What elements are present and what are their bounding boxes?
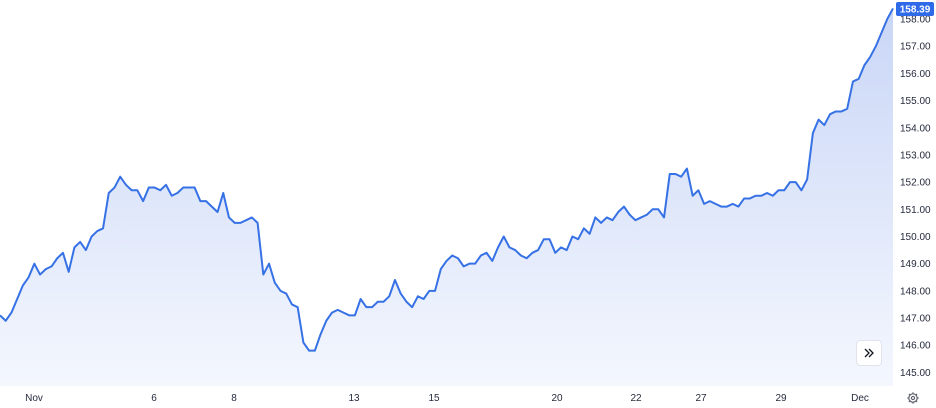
last-price-label: 158.39 <box>900 5 931 16</box>
x-tick-label: 27 <box>695 393 707 404</box>
x-tick-label: Dec <box>851 393 869 404</box>
x-tick-label: Nov <box>25 393 43 404</box>
x-axis: Nov 6 8 13 15 20 22 27 29 Dec <box>25 393 869 404</box>
area-layer <box>0 8 893 387</box>
gear-icon <box>907 392 919 404</box>
y-tick-label: 149.00 <box>900 259 931 270</box>
y-tick-label: 155.00 <box>900 96 931 107</box>
price-badge-group: 158.39 <box>896 2 934 16</box>
double-chevron-right-icon <box>864 348 874 358</box>
x-tick-label: 22 <box>630 393 642 404</box>
price-area-fill <box>0 8 893 387</box>
y-tick-label: 146.00 <box>900 341 931 352</box>
chart-settings-button[interactable] <box>904 390 922 406</box>
y-tick-label: 145.00 <box>900 368 931 379</box>
x-tick-label: 15 <box>428 393 440 404</box>
x-tick-label: 8 <box>231 393 237 404</box>
y-tick-label: 152.00 <box>900 178 931 189</box>
line-layer <box>0 7 894 352</box>
price-line <box>0 7 894 352</box>
scroll-to-realtime-button[interactable] <box>856 340 882 366</box>
x-tick-label: 13 <box>348 393 360 404</box>
last-price-badge <box>896 2 934 16</box>
y-tick-label: 154.00 <box>900 123 931 134</box>
x-tick-label: 20 <box>551 393 563 404</box>
y-tick-label: 158.00 <box>900 15 931 26</box>
y-tick-label: 148.00 <box>900 286 931 297</box>
y-tick-label: 153.00 <box>900 150 931 161</box>
x-tick-label: 29 <box>775 393 787 404</box>
y-tick-label: 156.00 <box>900 69 931 80</box>
y-tick-label: 150.00 <box>900 232 931 243</box>
y-tick-label: 147.00 <box>900 314 931 325</box>
y-tick-label: 151.00 <box>900 205 931 216</box>
y-tick-label: 157.00 <box>900 42 931 53</box>
y-axis: 158.00 157.00 156.00 155.00 154.00 153.00 152.… <box>900 15 931 379</box>
x-tick-label: 6 <box>151 393 157 404</box>
